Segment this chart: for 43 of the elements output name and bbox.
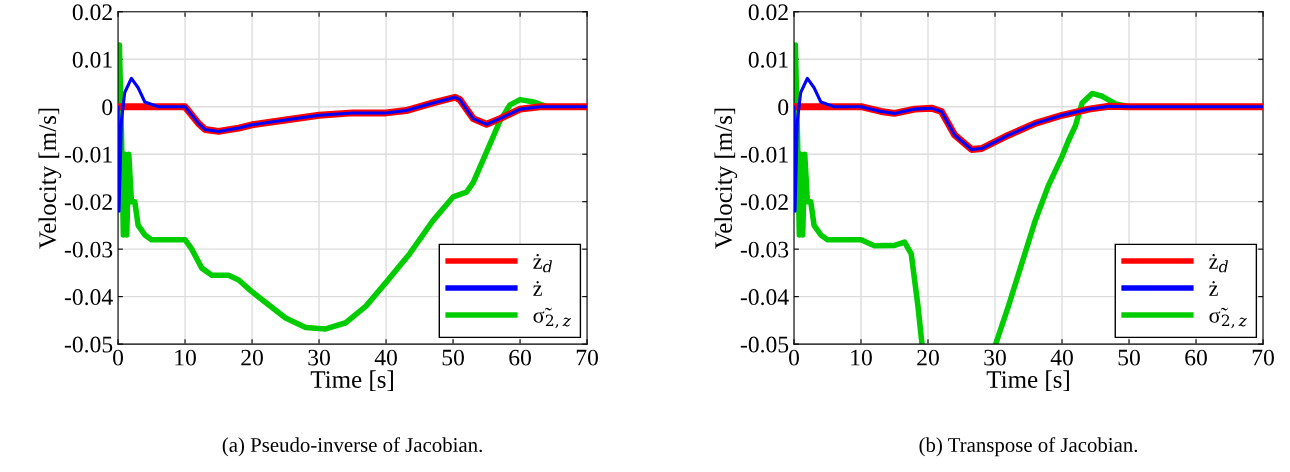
y-tick-label: -0.05 [740,336,789,353]
x-tick-label: 30 [308,349,330,366]
x-tick-label: 20 [241,349,263,366]
y-tick-label: 0.01 [748,51,788,68]
x-tick-label: 40 [1050,349,1073,366]
y-tick-label: 0.02 [72,4,112,21]
y-tick-label: -0.02 [64,194,112,211]
y-tick-label: -0.05 [64,336,113,353]
y-tick-label: -0.04 [740,289,789,306]
legend-label: ż [1209,281,1218,296]
legend-label: σ̃$_{2,z}$ [533,307,571,329]
x-tick-label: 0 [113,349,124,366]
y-axis-title: Velocity [m/s] [714,108,738,249]
x-tick-label: 10 [851,349,872,366]
y-axis-title: Velocity [m/s] [38,108,62,249]
x-tick-label: 70 [576,349,598,366]
y-tick-label: -0.01 [64,146,112,163]
legend-label: σ̃$_{2,z}$ [1209,307,1247,329]
x-axis-title: Time [s] [986,370,1069,392]
x-tick-label: 10 [175,349,196,366]
y-tick-label: 0 [102,99,113,116]
text: (a) Pseudo-inverse of Jacobian. [222,437,482,457]
x-tick-label: 40 [374,349,397,366]
x-tick-label: 50 [1118,349,1140,366]
x-tick-label: 70 [1252,349,1274,366]
text: (b) Transpose of Jacobian. [919,437,1138,457]
legend-label: ż$_{d}$ [533,253,553,273]
x-tick-label: 50 [442,349,464,366]
y-tick-label: -0.03 [740,241,789,258]
y-tick-label: -0.01 [740,146,788,163]
x-tick-label: 60 [509,349,531,366]
legend-label: ż$_{d}$ [1209,253,1228,273]
x-tick-label: 60 [1185,349,1207,366]
legend-label: ż [533,281,542,296]
x-tick-label: 20 [917,349,939,366]
y-tick-label: 0.01 [72,51,112,68]
y-tick-label: 0.02 [748,4,788,21]
y-tick-label: -0.04 [64,289,113,306]
y-tick-label: 0 [778,99,789,116]
x-axis-title: Time [s] [310,370,393,392]
x-tick-label: 30 [984,349,1006,366]
y-tick-label: -0.03 [64,241,113,258]
y-tick-label: -0.02 [740,194,788,211]
